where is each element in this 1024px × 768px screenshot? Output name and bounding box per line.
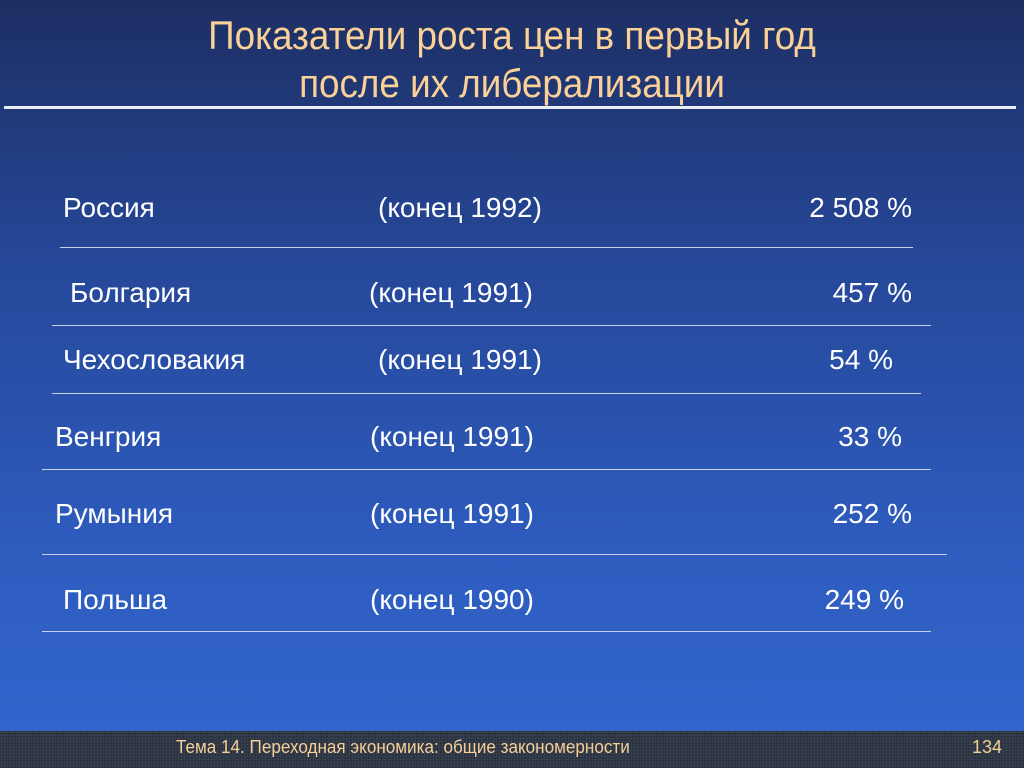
value-cell: 54 % [829,344,893,375]
page-number: 134 [971,737,1002,757]
row-divider [42,469,931,470]
value-cell: 252 % [832,498,912,529]
period-cell: (конец 1991) [370,498,534,529]
value-cell: 33 % [838,421,902,452]
title-line-2: после их либерализации [299,62,725,106]
title-divider [4,106,1016,109]
row-divider [60,247,913,248]
row-divider [42,554,947,555]
row-divider [52,393,921,394]
country-cell: Польша [63,584,168,615]
slide-title: Показатели роста цен в первый год после … [41,12,983,108]
row-divider [52,325,931,326]
country-cell: Болгария [70,277,192,308]
country-cell: Румыния [55,498,174,529]
title-line-1: Показатели роста цен в первый год [208,14,816,58]
period-cell: (конец 1992) [378,192,542,223]
period-cell: (конец 1991) [370,421,534,452]
footer-bar [0,731,1024,768]
value-cell: 249 % [824,584,904,615]
country-cell: Венгрия [55,421,162,452]
period-cell: (конец 1991) [378,344,542,375]
row-divider [42,631,931,632]
period-cell: (конец 1991) [369,277,533,308]
country-cell: Чехословакия [63,344,246,375]
footer-topic: Тема 14. Переходная экономика: общие зак… [176,737,630,757]
period-cell: (конец 1990) [370,584,534,615]
country-cell: Россия [63,192,155,223]
value-cell: 2 508 % [809,192,912,223]
value-cell: 457 % [832,277,912,308]
